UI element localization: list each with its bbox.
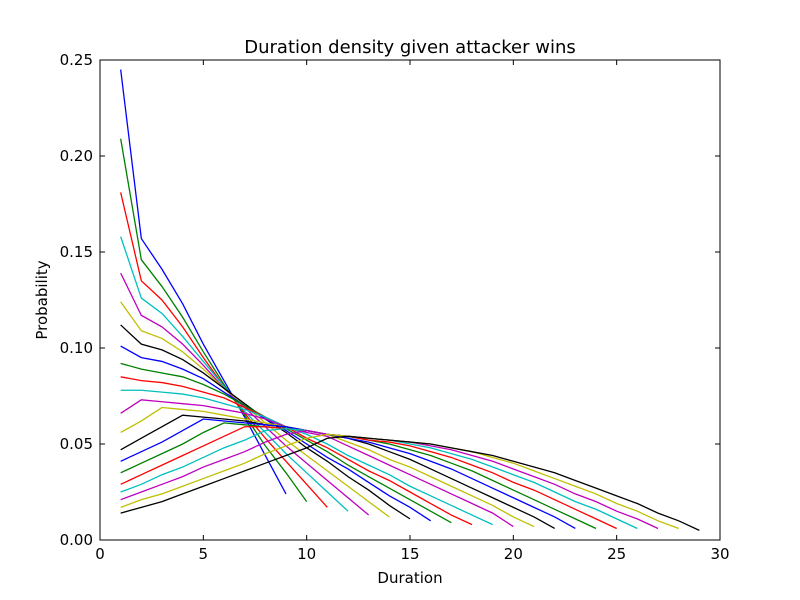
y-tick-label-4: 0.20 [60,147,93,165]
series-line-1 [120,69,287,495]
y-tick-label-2: 0.10 [60,339,93,357]
series-line-12 [120,399,514,528]
series-line-17 [120,426,617,530]
x-tick-label-4: 20 [504,545,523,563]
y-tick-label-5: 0.25 [60,51,93,69]
x-tick-label-0: 0 [95,545,105,563]
x-tick-label-3: 15 [400,545,419,563]
x-tick-label-1: 5 [199,545,209,563]
series-line-15 [120,418,576,530]
chart-title: Duration density given attacker wins [244,37,575,58]
ticks-group: 0 5 10 15 20 25 30 0.00 0.05 0.10 0.15 0.20 0.25 [60,51,730,563]
x-tick-label-6: 30 [710,545,729,563]
series-line-11 [120,389,493,526]
y-tick-label-3: 0.15 [60,243,93,261]
y-axis-label: Probability [33,260,51,339]
series-group [120,69,700,531]
y-tick-label-1: 0.05 [60,435,93,453]
y-tick-label-0: 0.00 [60,531,93,549]
series-line-6 [120,301,390,518]
x-axis-label: Duration [377,569,442,587]
x-tick-label-2: 10 [297,545,316,563]
x-tick-label-5: 25 [607,545,626,563]
series-line-21 [120,435,700,531]
